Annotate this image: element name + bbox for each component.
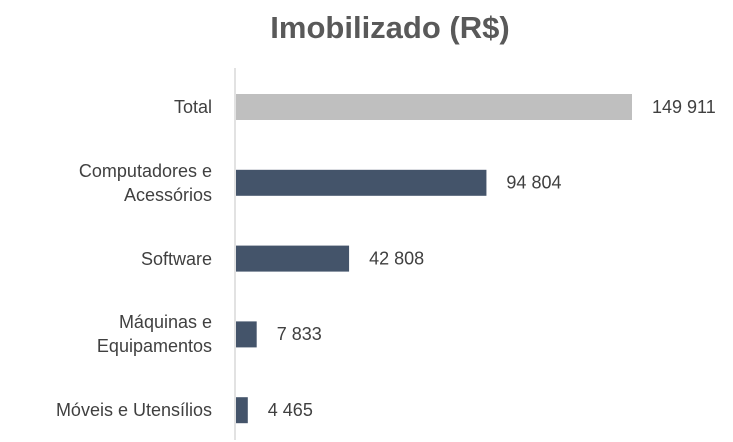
chart-title: Imobilizado (R$) bbox=[270, 10, 509, 45]
bar bbox=[236, 94, 632, 120]
category-label: Móveis e Utensílios bbox=[55, 400, 212, 421]
bar bbox=[236, 169, 487, 196]
value-label: 4 465 bbox=[268, 400, 313, 420]
category-label: Total bbox=[173, 97, 212, 117]
bar bbox=[236, 397, 248, 424]
bar bbox=[236, 245, 350, 272]
category-label: Máquinas e Equipamentos bbox=[96, 312, 212, 357]
bar bbox=[236, 321, 257, 348]
category-label: Computadores e Acessórios bbox=[78, 160, 212, 205]
value-label: 7 833 bbox=[277, 324, 322, 344]
value-label: 94 804 bbox=[506, 173, 561, 193]
value-label: 42 808 bbox=[369, 248, 424, 268]
value-label: 149 911 bbox=[652, 97, 716, 117]
category-label: Software bbox=[140, 248, 212, 269]
